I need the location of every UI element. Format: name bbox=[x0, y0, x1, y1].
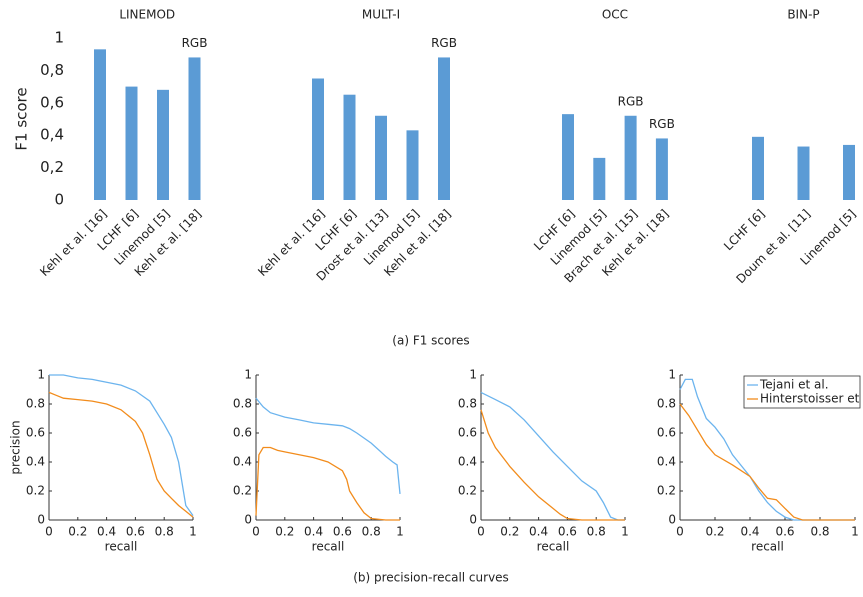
bar bbox=[188, 57, 201, 200]
x-tick-label: 1 bbox=[189, 525, 197, 539]
y-tick-label: 0.4 bbox=[458, 455, 477, 469]
y-tick-label: 1 bbox=[668, 368, 676, 382]
x-tick-label: 0.8 bbox=[362, 525, 381, 539]
y-tick-label: 0,8 bbox=[40, 61, 64, 79]
x-tick-label: 0.6 bbox=[126, 525, 145, 539]
y-tick-label: 0.8 bbox=[657, 397, 676, 411]
x-tick-label: 0.4 bbox=[97, 525, 116, 539]
group-title: MULT-I bbox=[362, 8, 400, 22]
x-tick-label: 0.8 bbox=[810, 525, 829, 539]
y-tick-label: 0 bbox=[668, 513, 676, 527]
bar bbox=[125, 86, 138, 200]
x-tick-label: 0.2 bbox=[275, 525, 294, 539]
line bbox=[255, 446, 400, 521]
bar bbox=[375, 115, 387, 200]
bar bbox=[157, 89, 169, 200]
y-tick-label: 0,6 bbox=[40, 93, 64, 111]
y-tick-label: 0 bbox=[244, 513, 252, 527]
group-title: BIN-P bbox=[787, 8, 819, 22]
y-tick-label: 0 bbox=[54, 191, 64, 209]
group-title: OCC bbox=[602, 8, 628, 22]
x-tick-label: 1 bbox=[396, 525, 404, 539]
bar bbox=[438, 57, 450, 200]
x-tick-label: 1 bbox=[851, 525, 859, 539]
line bbox=[679, 403, 855, 521]
legend-box bbox=[743, 375, 861, 409]
y-tick-label: 0,4 bbox=[40, 126, 64, 144]
y-tick-label: 0.4 bbox=[26, 455, 45, 469]
y-axis-label: precision bbox=[9, 420, 23, 474]
x-tick-label: 0.2 bbox=[68, 525, 87, 539]
bar bbox=[343, 94, 356, 200]
y-tick-label: 0.2 bbox=[657, 484, 676, 498]
caption: (b) precision-recall curves bbox=[353, 571, 509, 585]
line bbox=[49, 374, 194, 516]
y-axis-label: F1 score bbox=[13, 87, 31, 150]
x-tick-label: 0.6 bbox=[775, 525, 794, 539]
annotation: RGB bbox=[182, 36, 208, 50]
y-tick-label: 0.4 bbox=[657, 455, 676, 469]
y-tick-label: 0.6 bbox=[26, 426, 45, 440]
x-tick-label: 0.8 bbox=[155, 525, 174, 539]
line bbox=[255, 397, 401, 494]
y-tick-label: 0.8 bbox=[233, 397, 252, 411]
y-tick-label: 0.8 bbox=[458, 397, 477, 411]
annotation: RGB bbox=[649, 117, 675, 131]
bar bbox=[406, 130, 419, 200]
y-tick-label: 0 bbox=[37, 513, 45, 527]
legend-label: Tejani et al. bbox=[759, 378, 829, 392]
y-tick-label: 0.8 bbox=[26, 397, 45, 411]
x-tick-label: 0.8 bbox=[587, 525, 606, 539]
x-tick-label: 0.2 bbox=[500, 525, 519, 539]
y-tick-label: 0.6 bbox=[657, 426, 676, 440]
y-tick-label: 1 bbox=[244, 368, 252, 382]
x-tick-label: 0.4 bbox=[529, 525, 548, 539]
bar bbox=[562, 114, 574, 200]
y-tick-label: 0.2 bbox=[233, 484, 252, 498]
bar bbox=[593, 157, 606, 200]
x-axis-label: recall bbox=[105, 540, 138, 554]
x-tick-label: 0.4 bbox=[740, 525, 759, 539]
y-tick-label: 0 bbox=[469, 513, 477, 527]
legend-label: Hinterstoisser et al. bbox=[760, 392, 863, 406]
annotation: RGB bbox=[618, 94, 644, 108]
x-tick-label: 0 bbox=[45, 525, 53, 539]
x-tick-label: 0.4 bbox=[304, 525, 323, 539]
bar bbox=[94, 49, 106, 201]
x-axis-label: recall bbox=[312, 540, 345, 554]
bar bbox=[312, 78, 324, 200]
line bbox=[480, 409, 625, 521]
y-tick-label: 0.6 bbox=[458, 426, 477, 440]
annotation: RGB bbox=[431, 36, 457, 50]
bar bbox=[797, 146, 810, 200]
x-tick-label: LCHF [6] bbox=[721, 207, 768, 254]
x-tick-label: 0 bbox=[676, 525, 684, 539]
x-axis-label: recall bbox=[751, 540, 784, 554]
x-tick-label: 0.6 bbox=[333, 525, 352, 539]
bar bbox=[752, 136, 764, 200]
bar bbox=[655, 138, 668, 200]
y-tick-label: 0.6 bbox=[233, 426, 252, 440]
x-tick-label: 0.2 bbox=[705, 525, 724, 539]
x-tick-label: 0 bbox=[477, 525, 485, 539]
y-tick-label: 0,2 bbox=[40, 158, 64, 176]
bar bbox=[843, 144, 855, 200]
line bbox=[679, 378, 855, 521]
y-tick-label: 0.4 bbox=[233, 455, 252, 469]
line bbox=[48, 391, 194, 518]
y-tick-label: 1 bbox=[37, 368, 45, 382]
group-title: LINEMOD bbox=[119, 8, 175, 22]
y-tick-label: 1 bbox=[469, 368, 477, 382]
x-tick-label: 0.6 bbox=[558, 525, 577, 539]
y-tick-label: 0.2 bbox=[26, 484, 45, 498]
x-tick-label: 0 bbox=[252, 525, 260, 539]
y-tick-label: 1 bbox=[54, 29, 64, 47]
caption: (a) F1 scores bbox=[392, 334, 469, 348]
line bbox=[480, 391, 625, 521]
x-axis-label: recall bbox=[537, 540, 570, 554]
bar bbox=[624, 115, 637, 200]
y-tick-label: 0.2 bbox=[458, 484, 477, 498]
x-tick-label: 1 bbox=[621, 525, 629, 539]
